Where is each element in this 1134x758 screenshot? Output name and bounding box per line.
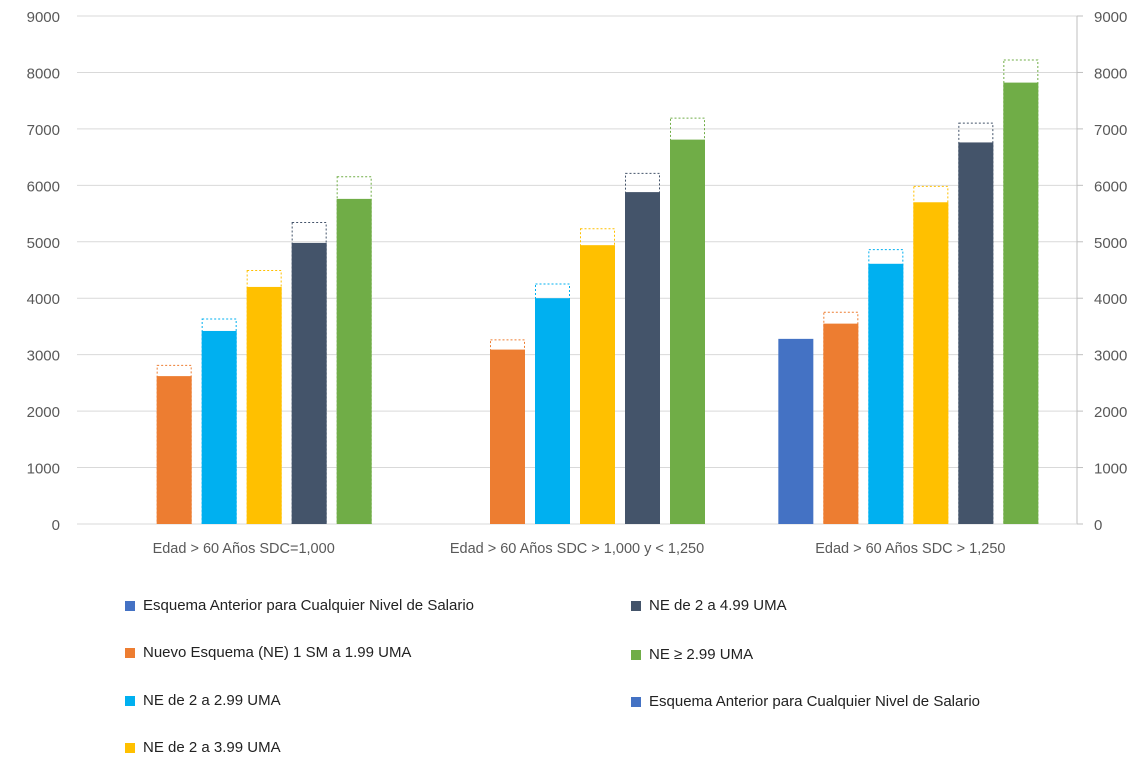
bar: [670, 139, 705, 524]
legend-item: NE ≥ 2.99 UMA: [631, 646, 753, 663]
legend-label: NE ≥ 2.99 UMA: [649, 646, 754, 663]
y-tick-label: 3000: [27, 348, 60, 365]
legend-label: NE de 2 a 2.99 UMA: [143, 692, 281, 709]
legend-item: Esquema Anterior para Cualquier Nivel de…: [125, 597, 474, 614]
bar: [823, 323, 859, 524]
y2-tick-label: 9000: [1094, 9, 1127, 26]
legend-swatch: [125, 695, 135, 706]
x-tick-label: Edad > 60 Años SDC > 1,250: [815, 541, 1005, 557]
bar: [1003, 82, 1039, 525]
bar: [868, 263, 904, 524]
y2-tick-label: 3000: [1094, 348, 1127, 365]
legend-item: NE de 2 a 3.99 UMA: [125, 739, 281, 756]
bar-chart: 0 0 1000 1000 2000 2000 3000 3000 4000 4000 5000 50…: [27, 9, 1128, 557]
y2-tick-label: 6000: [1094, 178, 1127, 195]
legend-item: Esquema Anterior para Cualquier Nivel de…: [631, 693, 980, 710]
bar: [156, 376, 192, 524]
y-tick-label: 0: [52, 517, 60, 534]
bar: [913, 202, 949, 524]
bar: [535, 298, 570, 524]
y2-tick-label: 4000: [1094, 291, 1127, 308]
y2-tick-label: 0: [1094, 517, 1102, 534]
legend-swatch: [125, 647, 135, 658]
legend-label: NE de 2 a 3.99 UMA: [143, 739, 281, 756]
y-tick-label: 1000: [27, 461, 60, 478]
legend-label: NE de 2 a 4.99 UMA: [649, 597, 787, 614]
legend-label: Nuevo Esquema (NE) 1 SM a 1.99 UMA: [143, 644, 412, 661]
y-tick-label: 4000: [27, 291, 60, 308]
bar: [490, 349, 525, 524]
legend-label: Esquema Anterior para Cualquier Nivel de…: [143, 597, 475, 614]
y-tick-label: 2000: [27, 404, 60, 421]
legend-label: Esquema Anterior para Cualquier Nivel de…: [649, 693, 981, 710]
y2-tick-label: 2000: [1094, 404, 1127, 421]
bar: [778, 338, 814, 524]
bar: [580, 245, 615, 525]
y-tick-label: 8000: [27, 65, 60, 82]
legend-item: Nuevo Esquema (NE) 1 SM a 1.99 UMA: [125, 644, 411, 661]
x-tick-label: Edad > 60 Años SDC=1,000: [153, 541, 335, 557]
bar: [201, 330, 237, 524]
bar: [625, 192, 660, 524]
legend-swatch: [125, 600, 135, 611]
bar: [958, 142, 994, 525]
legend-item: NE de 2 a 4.99 UMA: [631, 597, 787, 614]
y2-tick-label: 1000: [1094, 461, 1127, 478]
y2-tick-label: 8000: [1094, 65, 1127, 82]
bar: [246, 286, 282, 524]
y-tick-label: 9000: [27, 9, 60, 26]
legend-swatch: [631, 600, 641, 611]
y-tick-label: 5000: [27, 235, 60, 252]
x-tick-label: Edad > 60 Años SDC > 1,000 y < 1,250: [450, 541, 704, 557]
legend-swatch: [125, 742, 135, 753]
bar: [291, 242, 327, 524]
legend-swatch: [631, 696, 641, 707]
bar: [336, 198, 372, 524]
y-tick-label: 6000: [27, 178, 60, 195]
y-tick-label: 7000: [27, 122, 60, 139]
legend-item: NE de 2 a 2.99 UMA: [125, 692, 281, 709]
y2-tick-label: 5000: [1094, 235, 1127, 252]
y2-tick-label: 7000: [1094, 122, 1127, 139]
legend-swatch: [631, 649, 641, 660]
